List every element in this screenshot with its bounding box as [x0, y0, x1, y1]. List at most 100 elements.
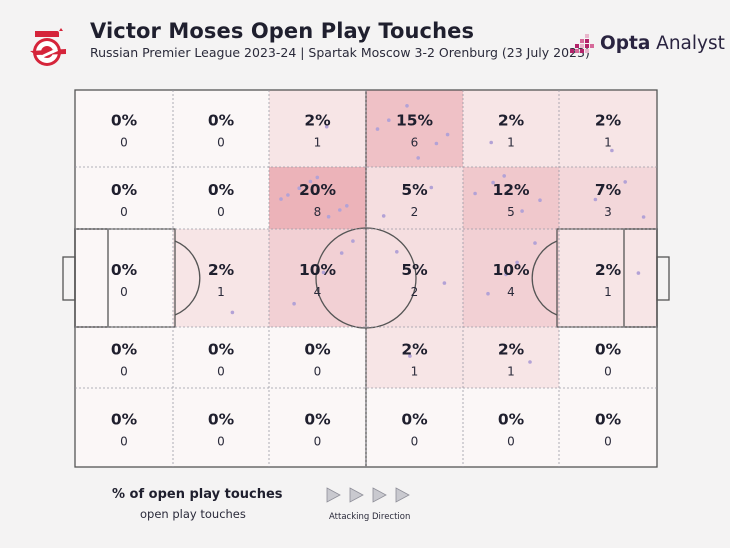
touch-dot: [351, 239, 355, 243]
heat-cell: [559, 167, 657, 229]
heat-cell-base: [559, 90, 657, 167]
touch-dot: [538, 198, 542, 202]
touch-dot: [520, 209, 524, 213]
legend-title: % of open play touches: [112, 487, 283, 502]
heat-cell-base: [559, 167, 657, 229]
touch-dot: [641, 215, 646, 219]
touch-dot: [636, 271, 641, 275]
zone-percent-label: 0%: [111, 411, 138, 429]
heat-cell: [366, 229, 463, 327]
zone-count-label: 6: [411, 136, 419, 150]
touch-dot: [623, 180, 627, 184]
zone-count-label: 1: [604, 136, 612, 150]
heat-cell-base: [366, 327, 463, 388]
touch-dot: [533, 241, 537, 245]
zone-percent-label: 0%: [208, 181, 235, 199]
touch-dot: [593, 197, 598, 202]
zone-percent-label: 2%: [498, 112, 525, 130]
touch-dot: [486, 291, 490, 296]
heat-cell: [366, 327, 463, 388]
zone-percent-label: 2%: [595, 112, 622, 130]
touch-dots: [230, 104, 646, 364]
opta-analyst-brand: Opta Analyst: [568, 30, 725, 56]
touch-dot: [504, 272, 508, 277]
attacking-direction-label: Attacking Direction: [329, 512, 411, 522]
heat-cell-base: [463, 388, 559, 467]
zone-count-label: 2: [411, 205, 419, 219]
zone-percent-label: 2%: [401, 341, 428, 359]
attacking-direction-arrows-icon: [326, 487, 410, 503]
zone-percent-label: 0%: [111, 261, 138, 279]
heat-cell-base: [75, 167, 173, 229]
zone-percent-label: 20%: [299, 181, 337, 199]
zone-count-label: 0: [217, 205, 225, 219]
heat-cell-base: [463, 229, 559, 327]
brand-name: Opta Analyst: [600, 32, 725, 54]
zone-percent-label: 2%: [498, 341, 525, 359]
zone-percent-label: 0%: [304, 411, 331, 429]
touch-dot: [321, 270, 326, 275]
touch-dot: [473, 191, 477, 196]
chart-title: Victor Moses Open Play Touches: [90, 19, 475, 43]
zone-percent-label: 0%: [208, 341, 235, 359]
heat-cell-base: [559, 327, 657, 388]
heat-cell: [463, 327, 559, 388]
zone-count-label: 1: [507, 365, 515, 379]
touch-dot: [395, 250, 399, 254]
touch-dot: [528, 360, 532, 364]
zone-percent-label: 12%: [492, 181, 530, 199]
zone-count-label: 0: [507, 435, 515, 449]
heat-cell-base: [366, 388, 463, 467]
zone-count-label: 1: [411, 365, 419, 379]
zone-count-label: 0: [411, 435, 419, 449]
zone-count-label: 0: [217, 136, 225, 150]
heat-cell: [463, 90, 559, 167]
zone-count-label: 0: [120, 136, 128, 150]
zone-count-label: 0: [604, 365, 612, 379]
zone-count-label: 0: [217, 435, 225, 449]
heat-cell-base: [463, 90, 559, 167]
zone-count-label: 0: [120, 205, 128, 219]
zone-percent-label: 10%: [492, 261, 530, 279]
touch-dot: [297, 186, 302, 190]
zone-labels: 0%00%02%115%62%12%10%00%020%85%212%57%30…: [111, 112, 622, 449]
heat-cell: [173, 229, 269, 327]
touch-dot: [286, 193, 290, 197]
heat-cell-base: [173, 327, 269, 388]
zone-percent-label: 5%: [401, 181, 428, 199]
touch-dot: [408, 354, 412, 358]
touch-dot: [610, 148, 614, 153]
heat-cell-base: [173, 90, 269, 167]
zone-count-label: 2: [411, 285, 419, 299]
zone-count-label: 0: [314, 435, 322, 449]
heat-cell: [269, 90, 366, 167]
heat-cell: [366, 167, 463, 229]
zone-count-label: 1: [314, 136, 322, 150]
zone-percent-label: 2%: [595, 261, 622, 279]
heat-cell: [366, 90, 463, 167]
touch-dot: [308, 179, 313, 184]
touch-dot: [489, 140, 494, 145]
zone-percent-label: 0%: [304, 341, 331, 359]
heat-cell: [559, 90, 657, 167]
touch-dot: [387, 118, 391, 122]
heat-cell-base: [173, 229, 269, 327]
touch-dot: [315, 175, 320, 180]
heat-cell-base: [366, 167, 463, 229]
zone-count-label: 0: [604, 435, 612, 449]
zone-count-label: 0: [314, 365, 322, 379]
heat-cell-base: [173, 167, 269, 229]
heat-cell-base: [269, 229, 366, 327]
touch-dot: [326, 214, 331, 219]
zone-count-label: 1: [604, 285, 612, 299]
heat-cell-base: [269, 90, 366, 167]
touch-dot: [405, 104, 409, 108]
heat-cell-base: [559, 229, 657, 327]
zone-count-label: 0: [120, 285, 128, 299]
zone-count-label: 4: [314, 285, 322, 299]
zone-dividers: [75, 90, 657, 467]
zone-count-label: 5: [507, 205, 515, 219]
touch-dot: [339, 251, 344, 255]
touch-dot: [338, 208, 342, 212]
